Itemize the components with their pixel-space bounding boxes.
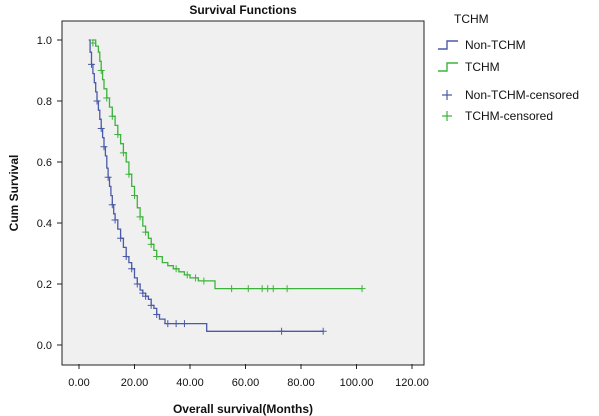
censor-mark-tchm xyxy=(131,192,138,200)
censor-mark-non-tchm xyxy=(319,327,327,335)
censor-mark-tchm xyxy=(172,265,180,273)
censor-mark-non-tchm xyxy=(147,301,155,309)
censor-mark-tchm xyxy=(153,253,161,261)
censor-mark-tchm xyxy=(183,271,191,279)
x-tick-label: 100.00 xyxy=(340,377,374,389)
censor-mark-non-tchm xyxy=(142,292,150,300)
legend-swatch-non-tchm xyxy=(438,40,458,50)
x-tick-label: 20.00 xyxy=(121,377,149,389)
y-tick-label: 1.0 xyxy=(37,35,52,47)
x-axis-ticks: 0.00 20.00 40.00 60.00 80.00 100.00 120.00 xyxy=(68,364,429,389)
y-axis-title: Cum Survival xyxy=(7,155,21,232)
y-tick-label: 0.0 xyxy=(37,340,52,352)
censor-mark-non-tchm xyxy=(97,124,105,132)
series-layer xyxy=(87,39,366,335)
censor-mark-non-tchm xyxy=(133,280,141,288)
x-tick-label: 80.00 xyxy=(287,377,315,389)
legend-swatch-tchm-censored xyxy=(442,111,452,121)
censor-mark-tchm xyxy=(269,285,277,293)
censor-mark-tchm xyxy=(244,285,252,293)
x-tick-label: 60.00 xyxy=(232,377,260,389)
censor-mark-non-tchm xyxy=(100,143,108,151)
censor-mark-non-tchm xyxy=(87,60,95,68)
legend-swatch-non-tchm-censored xyxy=(442,90,452,100)
censor-mark-non-tchm xyxy=(117,234,125,242)
censor-mark-tchm xyxy=(283,285,291,293)
censor-mark-tchm xyxy=(97,67,105,74)
chart-title: Survival Functions xyxy=(189,3,297,17)
censor-mark-non-tchm xyxy=(108,201,116,209)
censor-mark-tchm xyxy=(114,131,122,139)
legend: TCHM Non-TCHM TCHM Non-TCHM-censored TCHM-c… xyxy=(438,12,579,123)
x-tick-label: 0.00 xyxy=(68,377,89,389)
censor-mark-tchm xyxy=(108,112,116,120)
legend-label-tchm-censored: TCHM-censored xyxy=(465,109,553,123)
censor-mark-tchm xyxy=(136,213,144,221)
y-tick-label: 0.2 xyxy=(37,279,52,291)
censor-mark-tchm xyxy=(228,285,236,293)
x-tick-label: 120.00 xyxy=(395,377,429,389)
censor-mark-non-tchm xyxy=(128,265,136,273)
legend-label-non-tchm-censored: Non-TCHM-censored xyxy=(465,88,579,102)
censor-mark-tchm xyxy=(200,277,208,285)
y-tick-label: 0.8 xyxy=(37,96,52,108)
legend-label-non-tchm: Non-TCHM xyxy=(465,38,526,52)
censor-mark-tchm xyxy=(142,228,150,236)
censor-mark-non-tchm xyxy=(172,320,180,328)
legend-label-tchm: TCHM xyxy=(465,60,500,74)
censor-mark-tchm xyxy=(103,94,111,102)
censor-mark-non-tchm xyxy=(164,320,172,328)
censor-mark-tchm xyxy=(89,39,97,47)
censor-mark-non-tchm xyxy=(111,216,119,224)
censor-mark-non-tchm xyxy=(278,327,286,335)
x-tick-label: 40.00 xyxy=(176,377,204,389)
censor-mark-non-tchm xyxy=(180,320,188,328)
censor-mark-tchm xyxy=(147,240,155,248)
censor-mark-non-tchm xyxy=(104,173,112,181)
y-tick-label: 0.6 xyxy=(37,157,52,169)
censor-mark-tchm xyxy=(192,274,200,282)
censor-mark-non-tchm xyxy=(153,311,161,318)
censor-mark-tchm xyxy=(358,285,366,293)
censor-mark-non-tchm xyxy=(93,97,101,105)
legend-swatch-tchm xyxy=(438,62,458,72)
x-axis-title: Overall survival(Months) xyxy=(173,402,313,416)
censor-mark-tchm xyxy=(125,170,133,178)
censor-mark-non-tchm xyxy=(122,253,130,261)
y-tick-label: 0.4 xyxy=(37,218,52,230)
plot-area xyxy=(61,20,425,366)
legend-title: TCHM xyxy=(454,12,489,26)
y-axis-ticks: 0.0 0.2 0.4 0.6 0.8 1.0 xyxy=(37,35,62,352)
censor-mark-tchm xyxy=(119,149,127,157)
